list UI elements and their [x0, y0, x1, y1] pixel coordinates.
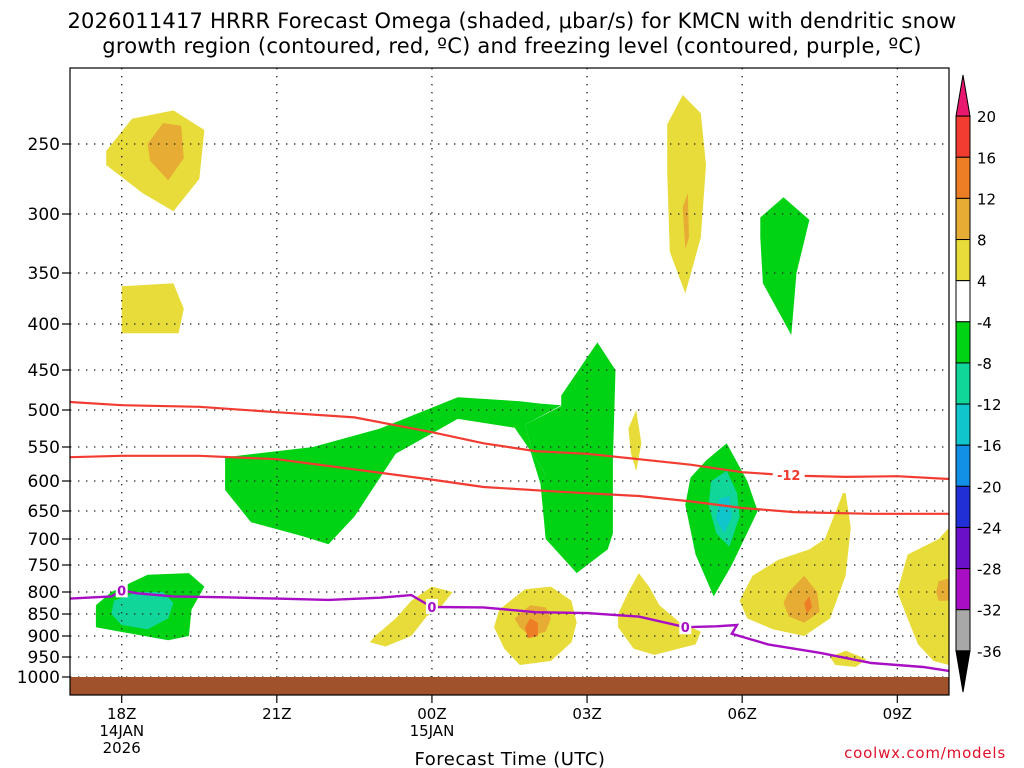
x-axis-label: Forecast Time (UTC): [415, 749, 606, 768]
omega-region-3: [121, 283, 184, 334]
freezing-level-label-2: 0: [427, 601, 436, 616]
isotherm--12: [70, 400, 949, 481]
colorbar-label: -36: [977, 643, 1002, 661]
plot-frame: [69, 67, 950, 696]
colorbar-bin-bottom: [955, 650, 971, 693]
freezing-label-bg: [679, 619, 692, 635]
omega-region-2: [147, 123, 184, 181]
y-tick-label: 1000: [17, 668, 60, 688]
freezing-label-bg: [425, 598, 438, 614]
y-tick-label: 350: [28, 264, 60, 284]
y-tick-label: 550: [28, 438, 60, 458]
colorbar-label: 20: [977, 108, 996, 126]
omega-region-8: [525, 342, 616, 574]
isotherm-label-bg: [772, 467, 805, 484]
terrain-band: [70, 677, 949, 695]
colorbar-bin: [955, 485, 971, 528]
omega-region-25: [936, 578, 949, 601]
y-tick-label: 400: [28, 315, 60, 335]
chart-title-line1: 2026011417 HRRR Forecast Omega (shaded, …: [67, 9, 957, 33]
colorbar-label: -28: [977, 561, 1002, 579]
chart-title-line2: growth region (contoured, red, ºC) and f…: [102, 34, 922, 58]
colorbar-bin: [955, 362, 971, 405]
y-tick-label: 800: [28, 583, 60, 603]
colorbar-bin: [955, 568, 971, 611]
colorbar-label: -12: [977, 396, 1002, 414]
colorbar-bin: [955, 403, 971, 446]
freezing-level-line: [70, 589, 949, 673]
omega-region-14: [111, 592, 174, 630]
terrain-layer: [70, 677, 949, 695]
omega-region-20: [739, 493, 851, 636]
y-tick-label: 900: [28, 627, 60, 647]
colorbar-label: -8: [977, 355, 992, 373]
colorbar-label: -16: [977, 437, 1002, 455]
colorbar-label: 4: [977, 273, 987, 291]
x-tick-label: 03Z: [572, 705, 601, 723]
colorbar-bin-top: [955, 74, 971, 117]
omega-region-19: [618, 573, 701, 655]
omega-region-21: [783, 575, 820, 623]
omega-region-22: [804, 596, 812, 614]
y-tick-label: 950: [28, 648, 60, 668]
colorbar-label: -4: [977, 314, 992, 332]
y-tick-label: 700: [28, 530, 60, 550]
y-tick-label: 500: [28, 401, 60, 421]
omega-region-9: [628, 410, 642, 471]
omega-region-7: [225, 397, 562, 545]
x-tick-label: 06Z: [727, 705, 756, 723]
colorbar-bin: [955, 526, 971, 570]
y-tick-label: 300: [28, 205, 60, 225]
x-tick-label: 09Z: [883, 705, 912, 723]
colorbar-label: 16: [977, 149, 996, 167]
x-tick-label: 18Z: [107, 705, 136, 723]
colorbar-label: -24: [977, 519, 1002, 537]
omega-region-6: [760, 197, 810, 335]
y-tick-label: 850: [28, 605, 60, 625]
x-tick-label: 15JAN: [410, 722, 455, 740]
y-tick-label: 450: [28, 361, 60, 381]
y-tick-label: 650: [28, 502, 60, 522]
contour-lines: -12 0 0 0: [70, 400, 949, 673]
omega-shading: [95, 95, 949, 667]
isotherm--16: [70, 454, 949, 515]
colorbar-bin: [955, 280, 971, 323]
omega-region-24: [897, 527, 949, 665]
x-tick-label: 2026: [103, 739, 141, 757]
freezing-level-label-3: 0: [681, 621, 690, 636]
colorbar-label: -32: [977, 602, 1002, 620]
colorbar-bin: [955, 444, 971, 487]
omega-region-5: [682, 193, 689, 250]
y-axis: 2503003504004505005506006507007508008509…: [17, 135, 70, 688]
colorbar-label: 8: [977, 232, 987, 250]
colorbar-bin: [955, 115, 971, 158]
colorbar-label: 12: [977, 190, 996, 208]
colorbar-bin: [955, 197, 971, 241]
omega-region-4: [667, 95, 706, 294]
y-tick-label: 600: [28, 472, 60, 492]
colorbar-bin: [955, 609, 971, 652]
x-tick-label: 14JAN: [99, 722, 144, 740]
colorbar-bin: [955, 156, 971, 199]
y-tick-label: 250: [28, 135, 60, 155]
x-tick-label: 00Z: [417, 705, 446, 723]
omega-region-18: [525, 618, 538, 639]
isotherm-label: -12: [777, 469, 801, 484]
credit-text: coolwx.com/models: [844, 744, 1006, 762]
colorbar-bin: [955, 239, 971, 282]
colorbar-label: -20: [977, 478, 1002, 496]
y-tick-label: 750: [28, 556, 60, 576]
freezing-level-label-1: 0: [117, 584, 126, 599]
grid-lines: [70, 68, 949, 695]
colorbar: 20 16 12 8 4 -4 -8 -12 -16 -20 -24 -28 -32 -36: [955, 74, 1002, 693]
x-tick-label: 21Z: [262, 705, 291, 723]
freezing-label-bg: [115, 582, 128, 598]
colorbar-bin: [955, 321, 971, 364]
